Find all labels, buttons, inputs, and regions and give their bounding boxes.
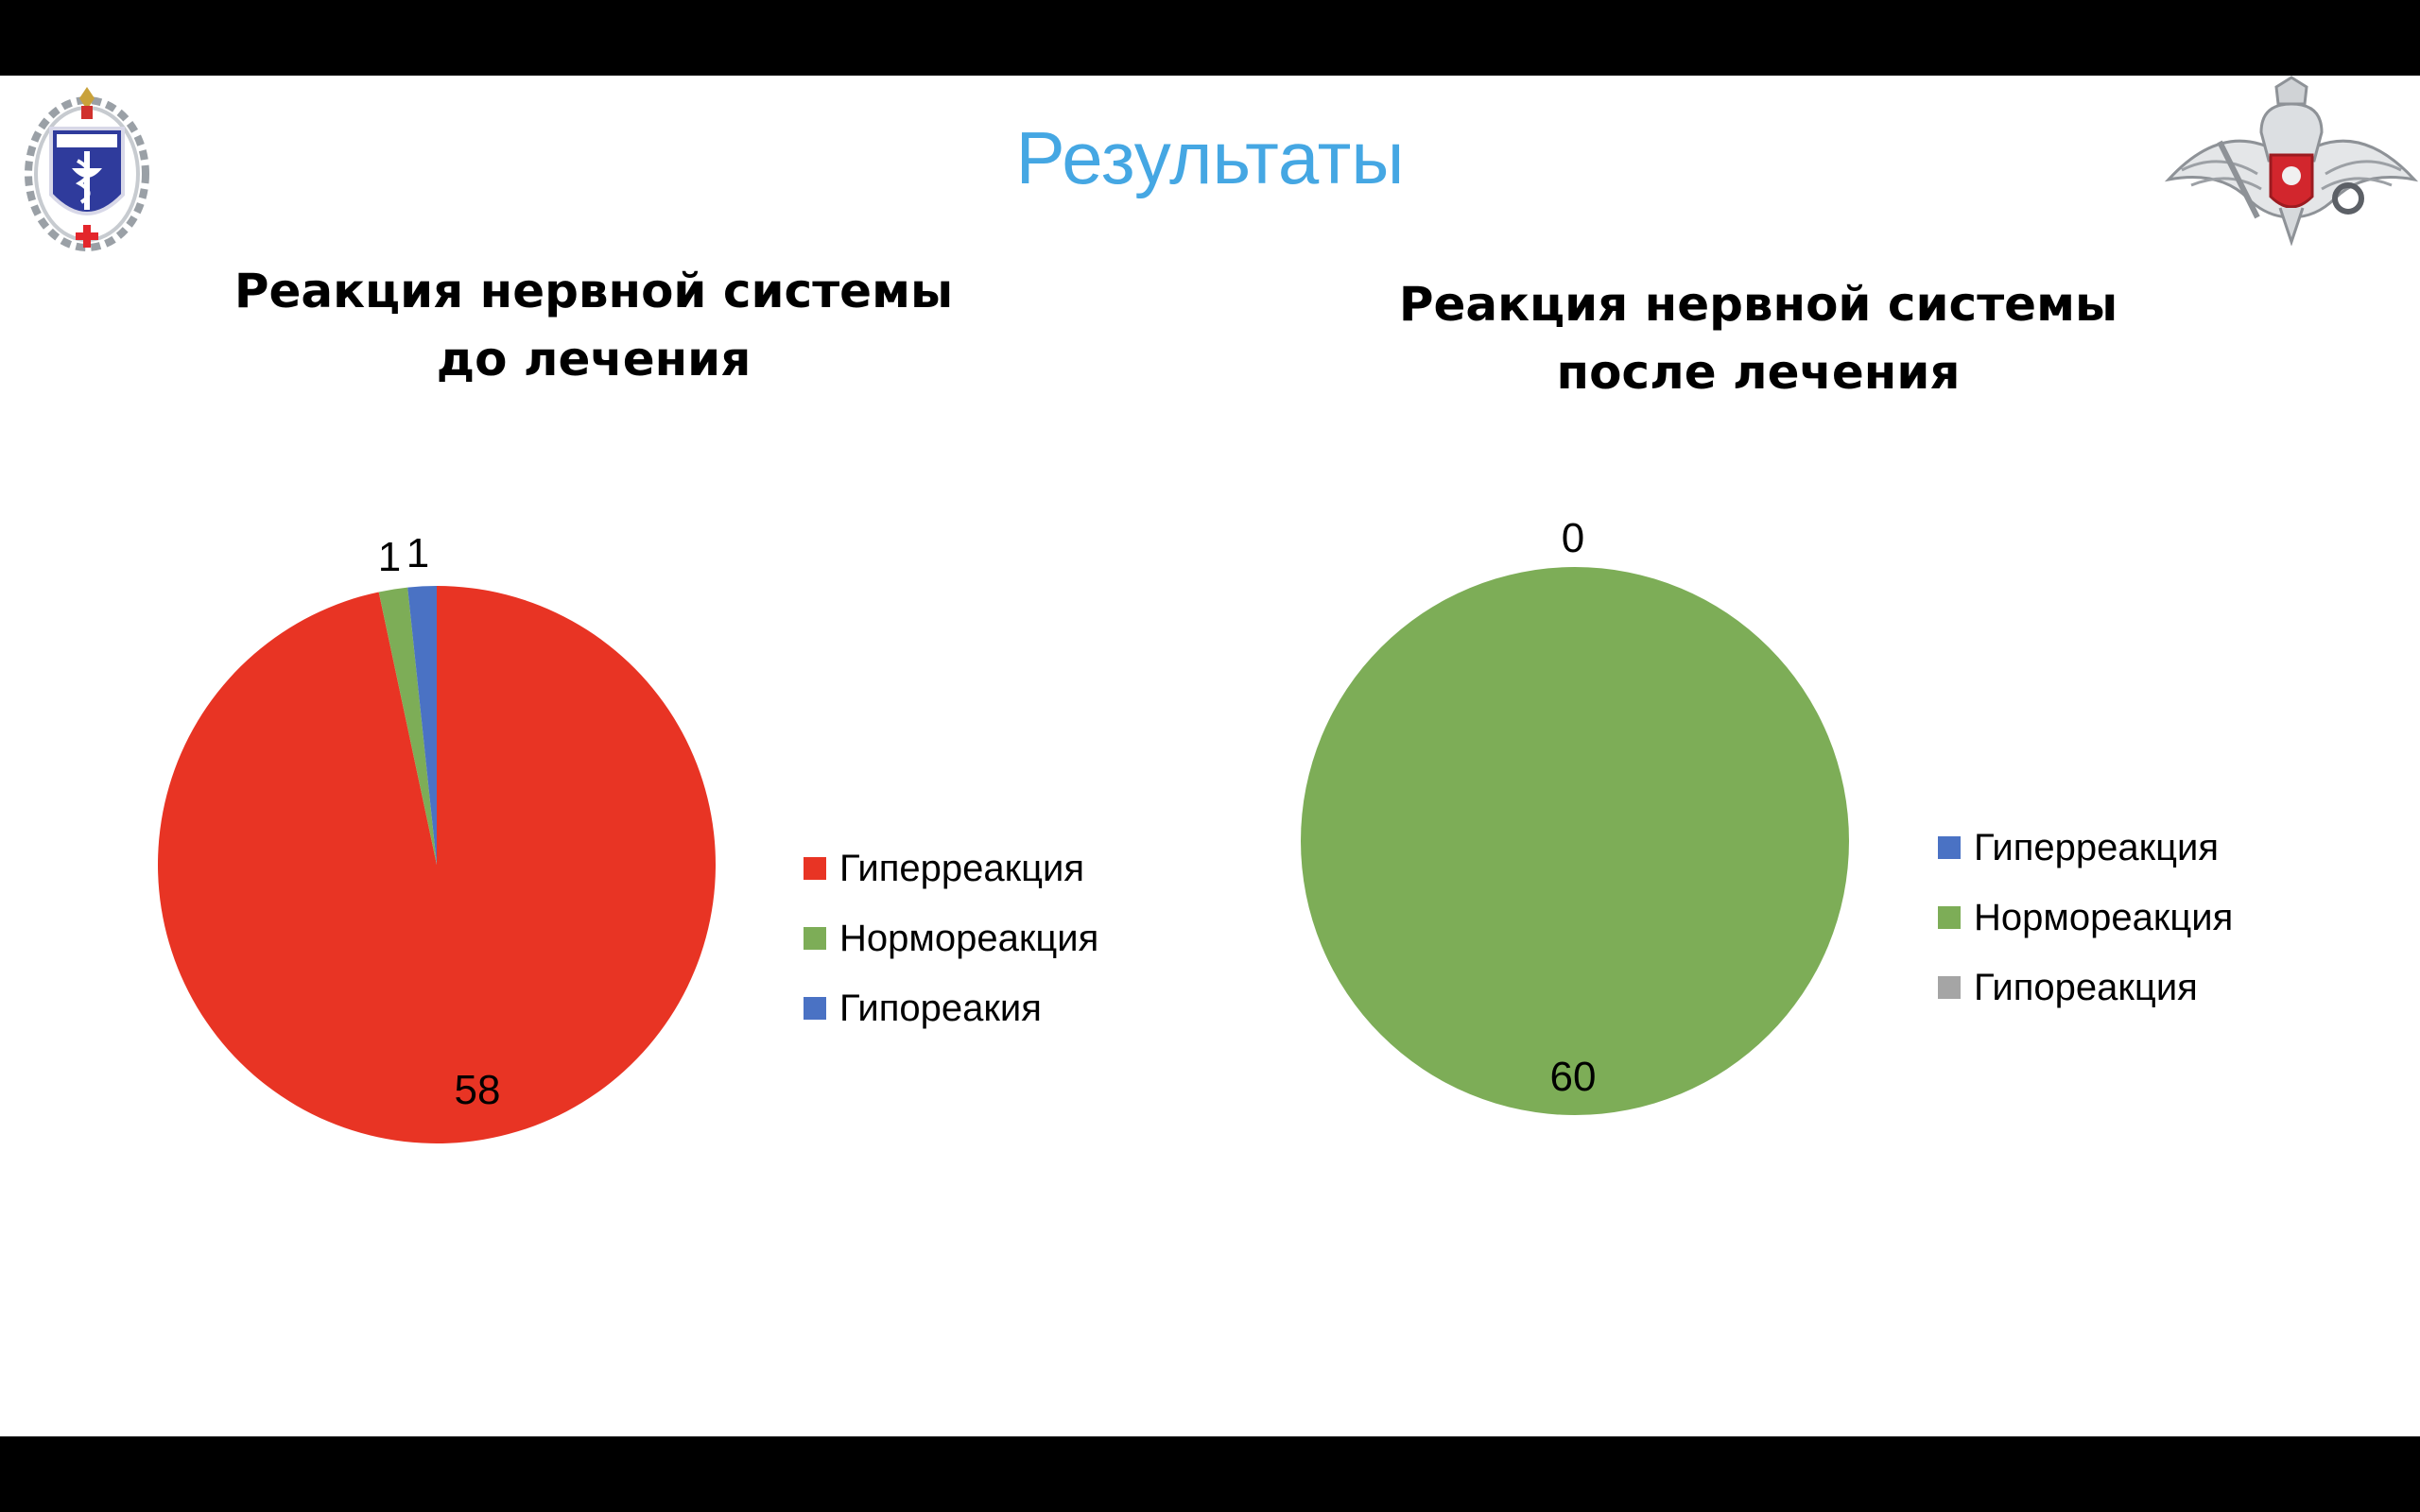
legend0-swatch-0 — [804, 857, 826, 880]
ministry-of-defense-eagle-emblem-icon — [2164, 76, 2419, 246]
pie0-data-label-2: 1 — [406, 530, 430, 576]
military-medical-academy-emblem-icon — [25, 87, 149, 251]
pie0-data-label-0: 58 — [454, 1067, 501, 1113]
legend0-item-0: Гиперреакция — [804, 833, 1098, 903]
slide: Результаты Реакция нервной системы до ле… — [0, 76, 2420, 1436]
legend1-label-1: Нормореакция — [1974, 897, 2234, 938]
legend1-item-0: Гиперреакция — [1938, 813, 2233, 883]
legend1-label-2: Гипореакция — [1974, 967, 2198, 1008]
legend1-swatch-2 — [1938, 976, 1961, 999]
slide-title: Результаты — [1015, 116, 1405, 199]
legend0-swatch-1 — [804, 927, 826, 950]
pie0-slice-0 — [157, 586, 716, 1143]
legend1-swatch-1 — [1938, 906, 1961, 929]
legend1-swatch-0 — [1938, 836, 1961, 859]
legend0-item-1: Нормореакция — [804, 903, 1098, 973]
legend-before: Гиперреакция Нормореакция Гипореакия — [804, 833, 1098, 1043]
pie1-data-label-1: 60 — [1549, 1054, 1597, 1100]
pie0-slice-2 — [407, 586, 437, 865]
pie1-data-label-0: 0 — [1561, 515, 1585, 561]
legend0-item-2: Гипореакия — [804, 973, 1098, 1043]
legend0-label-2: Гипореакия — [839, 988, 1042, 1029]
pie0-data-label-1: 1 — [377, 534, 402, 580]
chart-title-before: Реакция нервной системы до лечения — [233, 264, 954, 387]
legend0-label-0: Гиперреакция — [839, 848, 1085, 889]
legend0-label-1: Нормореакция — [839, 918, 1099, 959]
legend-after: Гиперреакция Нормореакция Гипореакция — [1938, 813, 2233, 1022]
legend0-swatch-2 — [804, 997, 826, 1020]
chart-title-after: Реакция нервной системы после лечения — [1398, 277, 2118, 400]
legend1-item-2: Гипореакция — [1938, 953, 2233, 1022]
pie1-slice-1 — [1301, 567, 1849, 1115]
pie-charts-canvas — [157, 567, 1849, 1143]
legend1-label-0: Гиперреакция — [1974, 827, 2220, 868]
legend1-item-1: Нормореакция — [1938, 883, 2233, 953]
pie0-slice-1 — [378, 587, 437, 865]
